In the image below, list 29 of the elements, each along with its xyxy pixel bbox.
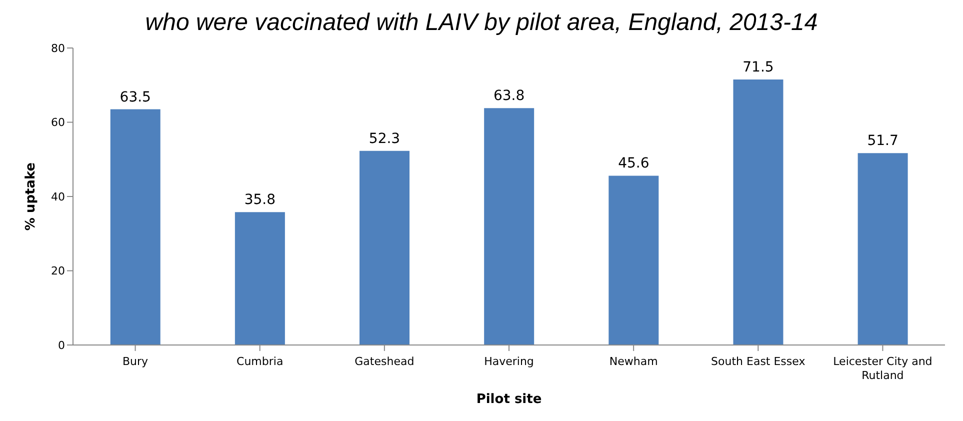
data-label: 63.8: [494, 88, 525, 104]
y-axis-title: % uptake: [24, 162, 39, 231]
data-label: 71.5: [742, 60, 774, 76]
x-tick-label: Leicester City and Rutland: [833, 355, 932, 382]
x-tick-label: Cumbria: [236, 355, 284, 368]
bar: [733, 80, 784, 345]
y-tick-label: 60: [51, 116, 65, 130]
x-tick-label: Gateshead: [354, 355, 414, 368]
bar: [608, 176, 659, 345]
y-tick-label: 80: [51, 42, 65, 55]
data-label: 63.5: [120, 89, 151, 106]
bar: [858, 153, 908, 345]
bar: [360, 150, 410, 345]
data-label: 51.7: [867, 133, 898, 150]
bar: [234, 212, 285, 345]
data-label: 45.6: [618, 156, 650, 172]
x-axis-title: Pilot site: [476, 392, 542, 407]
bar: [484, 108, 534, 345]
data-label: 35.8: [244, 192, 276, 208]
x-tick-label: South East Essex: [711, 355, 806, 368]
data-label: 52.3: [368, 130, 400, 147]
x-tick-label: Havering: [484, 355, 534, 368]
y-tick-label: 20: [51, 264, 65, 278]
y-tick-label: 0: [58, 338, 65, 352]
y-tick-label: 40: [51, 190, 65, 204]
x-tick-label: Newham: [609, 355, 658, 368]
chart-title: who were vaccinated with LAIV by pilot area, England, 2013-14: [144, 8, 819, 38]
x-tick-label: Bury: [122, 355, 149, 368]
bar: [110, 109, 160, 345]
